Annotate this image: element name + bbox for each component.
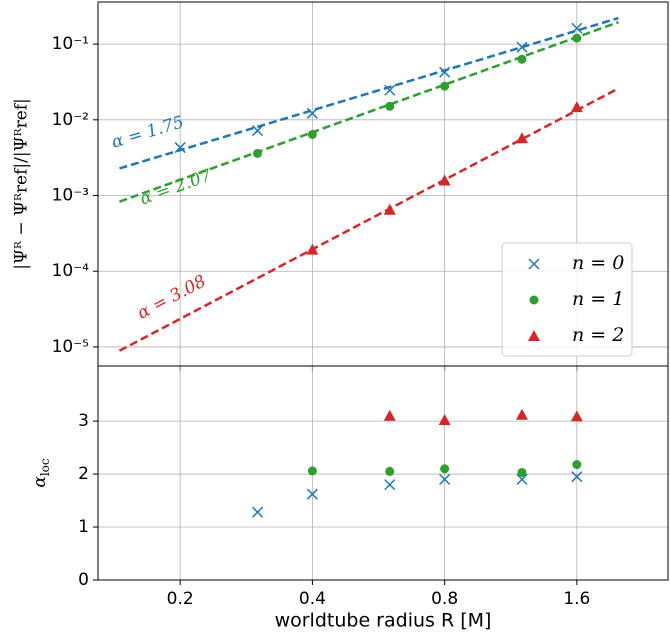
marker-x — [439, 66, 451, 78]
fit-line — [118, 87, 620, 352]
legend-box — [501, 242, 633, 357]
marker-x — [571, 22, 583, 34]
marker-dot — [440, 464, 450, 474]
panel: 0.2 0.4 0.8 1.6 0 1 2 3 αloc worldtube radius R [… — [30, 365, 669, 632]
legend-label: n = 1 — [572, 288, 624, 310]
annotation: α = 1.75 — [109, 112, 186, 153]
marker-x — [439, 473, 451, 485]
marker-x — [306, 488, 318, 500]
marker-dot — [517, 54, 527, 64]
marker-dot — [307, 129, 317, 139]
axes-frame — [97, 365, 669, 581]
marker-x — [306, 107, 318, 119]
y-tick-label: 10⁻² — [52, 110, 89, 130]
legend-label: n = 0 — [572, 252, 624, 274]
x-axis-label: worldtube radius R [M] — [275, 610, 492, 632]
marker-triangle — [383, 409, 396, 421]
legend-label: n = 2 — [572, 324, 624, 346]
x-tick-label: 0.8 — [431, 589, 458, 609]
y-axis-label: |Ψᴿ − Ψᴿref|/|Ψᴿref| — [12, 98, 32, 270]
x-tick-label: 1.6 — [563, 589, 590, 609]
marker-triangle — [515, 132, 528, 144]
marker-x — [384, 479, 396, 491]
y-tick-label: 10⁻⁵ — [52, 337, 89, 357]
annotation: α = 3.08 — [134, 271, 209, 323]
y-axis-label: αloc — [30, 458, 52, 488]
annotation: α = 2.07 — [137, 166, 214, 210]
marker-x — [251, 506, 264, 518]
marker-triangle — [570, 101, 583, 113]
marker-dot — [517, 467, 527, 477]
marker-triangle — [438, 414, 451, 426]
y-axis-label-sub: loc — [38, 458, 52, 476]
marker-dot — [385, 101, 395, 111]
y-tick-label: 10⁻⁴ — [52, 261, 90, 281]
marker-dot — [385, 466, 395, 476]
marker-dot — [529, 295, 539, 305]
y-tick-label: 10⁻¹ — [52, 34, 89, 54]
marker-triangle — [306, 243, 319, 255]
marker-x — [174, 142, 186, 154]
y-tick-label: 0 — [78, 570, 89, 590]
x-tick-label: 0.2 — [167, 589, 194, 609]
y-tick-label: 10⁻³ — [52, 186, 89, 206]
marker-dot — [253, 148, 263, 158]
marker-x — [251, 125, 264, 137]
y-tick-label: 3 — [78, 411, 89, 431]
legend: n = 0 n = 1 n = 2 — [501, 242, 633, 357]
marker-triangle — [515, 408, 528, 420]
x-tick-label: 0.4 — [299, 589, 326, 609]
y-tick-label: 1 — [78, 517, 89, 537]
marker-dot — [307, 466, 317, 476]
marker-triangle — [438, 174, 451, 186]
marker-x — [384, 84, 396, 96]
marker-dot — [572, 33, 582, 43]
marker-triangle — [383, 203, 396, 215]
marker-triangle — [528, 330, 540, 341]
fit-line — [119, 16, 619, 170]
y-tick-label: 2 — [78, 464, 89, 484]
marker-x — [516, 473, 528, 485]
marker-triangle — [570, 410, 583, 422]
y-axis-label-base: α — [30, 476, 50, 488]
marker-dot — [572, 460, 582, 470]
marker-dot — [440, 81, 450, 91]
marker-x — [516, 41, 528, 53]
fit-line — [119, 20, 619, 203]
marker-x — [528, 258, 540, 270]
marker-x — [571, 471, 583, 483]
